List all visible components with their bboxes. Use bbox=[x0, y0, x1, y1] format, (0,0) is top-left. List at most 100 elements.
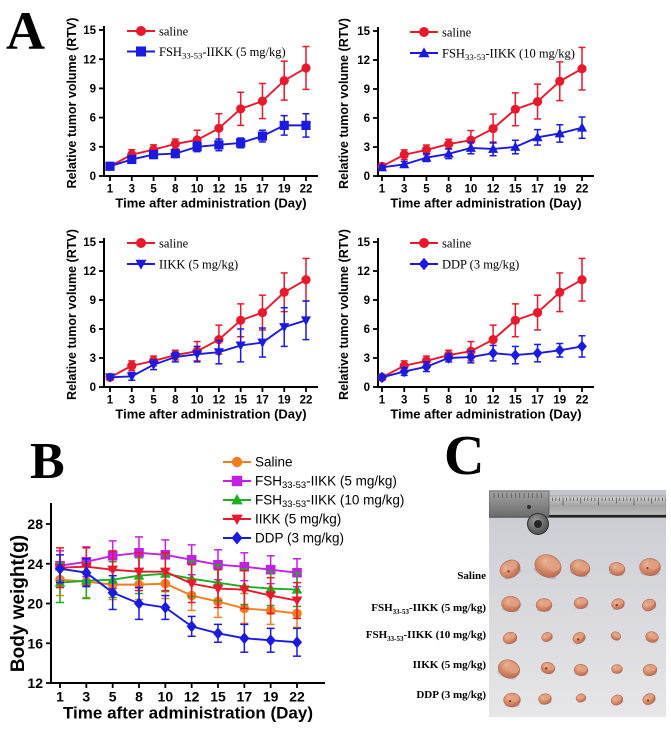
ticks bbox=[373, 241, 583, 392]
svg-text:IIKK (5 mg/kg): IIKK (5 mg/kg) bbox=[159, 257, 238, 271]
svg-text:0: 0 bbox=[90, 382, 96, 394]
svg-text:1: 1 bbox=[107, 394, 114, 406]
caliper bbox=[488, 490, 550, 535]
svg-text:8: 8 bbox=[135, 688, 143, 704]
tumor-row-label-fsh5: FSH33-53-IIKK (5 mg/kg) bbox=[371, 602, 486, 617]
svg-text:5: 5 bbox=[150, 183, 157, 195]
svg-text:FSH33-53-IIKK (10 mg/kg): FSH33-53-IIKK (10 mg/kg) bbox=[442, 46, 575, 62]
tick-labels: 0 3 6 9 12 15 1 3 5 8 10 12 15 17 19 22 bbox=[83, 237, 312, 406]
tumor bbox=[538, 693, 552, 705]
svg-text:15: 15 bbox=[83, 25, 96, 37]
svg-text:6: 6 bbox=[90, 324, 96, 336]
svg-text:12: 12 bbox=[487, 394, 500, 406]
tick-labels: 0 3 6 9 12 15 1 3 5 8 10 12 15 17 19 22 bbox=[83, 25, 312, 195]
tumor-photo-canvas bbox=[488, 490, 667, 717]
tumor-photo bbox=[488, 490, 667, 717]
svg-text:8: 8 bbox=[172, 394, 179, 406]
tumor bbox=[642, 664, 658, 677]
svg-text:12: 12 bbox=[357, 266, 370, 278]
ticks bbox=[99, 241, 307, 392]
svg-text:17: 17 bbox=[531, 394, 544, 406]
svg-text:5: 5 bbox=[423, 394, 430, 406]
svg-text:15: 15 bbox=[83, 237, 96, 249]
svg-text:IIKK (5 mg/kg): IIKK (5 mg/kg) bbox=[255, 512, 341, 527]
svg-text:1: 1 bbox=[379, 183, 386, 195]
svg-text:19: 19 bbox=[278, 394, 291, 406]
svg-text:19: 19 bbox=[553, 394, 566, 406]
svg-text:3: 3 bbox=[401, 183, 407, 195]
series-FSH33-53-IIKK (10 mg/kg) bbox=[54, 555, 303, 608]
svg-text:10: 10 bbox=[158, 688, 174, 704]
series-saline bbox=[377, 46, 587, 171]
svg-text:22: 22 bbox=[576, 183, 589, 195]
svg-text:6: 6 bbox=[90, 113, 96, 125]
svg-text:saline: saline bbox=[159, 236, 189, 250]
svg-text:5: 5 bbox=[109, 688, 117, 704]
tumor bbox=[503, 692, 521, 708]
svg-text:DDP (3 mg/kg): DDP (3 mg/kg) bbox=[255, 531, 344, 546]
x-axis-label: Time after administration (Day) bbox=[63, 704, 313, 723]
svg-text:DDP (3 mg/kg): DDP (3 mg/kg) bbox=[442, 257, 519, 271]
svg-text:9: 9 bbox=[90, 84, 96, 96]
panel-b-label: B bbox=[30, 433, 65, 490]
svg-text:Saline: Saline bbox=[255, 455, 293, 470]
svg-text:12: 12 bbox=[357, 55, 370, 67]
svg-text:9: 9 bbox=[364, 295, 370, 307]
x-axis-label: Time after administration (Day) bbox=[390, 195, 581, 210]
svg-text:1: 1 bbox=[107, 183, 114, 195]
svg-text:24: 24 bbox=[27, 556, 43, 572]
svg-text:12: 12 bbox=[487, 183, 500, 195]
tick-labels: 0 3 6 9 12 15 1 3 5 8 10 12 15 17 19 22 bbox=[357, 26, 588, 195]
svg-text:saline: saline bbox=[159, 24, 189, 38]
svg-text:5: 5 bbox=[150, 394, 157, 406]
svg-text:0: 0 bbox=[364, 171, 370, 183]
svg-text:6: 6 bbox=[364, 324, 370, 336]
svg-text:3: 3 bbox=[129, 394, 135, 406]
legend: Saline FSH33-53-IIKK (5 mg/kg)FSH33-53-II… bbox=[223, 455, 404, 546]
svg-text:8: 8 bbox=[172, 183, 179, 195]
tick-labels: 12 16 20 24 28 1 3 5 8 10 12 15 17 19 22 bbox=[27, 516, 305, 704]
series-IIKK (5 mg/kg) bbox=[104, 300, 312, 383]
series-FSH33-53-IIKK (5 mg/kg) bbox=[105, 112, 311, 171]
svg-text:15: 15 bbox=[357, 237, 370, 249]
svg-text:12: 12 bbox=[27, 675, 43, 691]
svg-text:19: 19 bbox=[263, 688, 279, 704]
y-axis-label: Relative tumor volume (RTV) bbox=[337, 18, 351, 189]
svg-text:16: 16 bbox=[27, 635, 43, 651]
tumor bbox=[572, 632, 587, 645]
svg-text:12: 12 bbox=[212, 394, 225, 406]
tumor bbox=[497, 659, 520, 680]
tumor bbox=[541, 632, 553, 643]
x-axis-label: Time after administration (Day) bbox=[390, 406, 581, 421]
svg-text:17: 17 bbox=[256, 394, 269, 406]
legend: saline IIKK (5 mg/kg) bbox=[127, 236, 238, 271]
y-axis-label: Relative tumor volume (RTV) bbox=[65, 18, 79, 189]
tumor bbox=[645, 631, 659, 644]
svg-text:3: 3 bbox=[401, 394, 407, 406]
svg-text:3: 3 bbox=[90, 353, 96, 365]
ticks bbox=[373, 30, 583, 181]
svg-text:19: 19 bbox=[553, 183, 566, 195]
svg-text:15: 15 bbox=[357, 26, 370, 38]
x-axis-label: Time after administration (Day) bbox=[115, 195, 306, 210]
svg-text:1: 1 bbox=[56, 688, 64, 704]
tumor bbox=[639, 558, 661, 577]
svg-text:5: 5 bbox=[423, 183, 430, 195]
series-saline bbox=[377, 257, 587, 382]
svg-text:28: 28 bbox=[27, 516, 43, 532]
tumor bbox=[573, 664, 589, 677]
tumor bbox=[501, 595, 521, 613]
svg-text:22: 22 bbox=[300, 183, 313, 195]
y-axis-label: Body weight(g) bbox=[8, 535, 29, 672]
tumor bbox=[611, 598, 625, 610]
tumor bbox=[608, 562, 626, 577]
tumor bbox=[535, 598, 553, 612]
svg-text:saline: saline bbox=[442, 236, 472, 250]
series-saline bbox=[105, 257, 311, 382]
tumor bbox=[641, 598, 657, 612]
svg-text:15: 15 bbox=[234, 183, 247, 195]
svg-text:FSH33-53-IIKK (10 mg/kg): FSH33-53-IIKK (10 mg/kg) bbox=[255, 493, 404, 511]
